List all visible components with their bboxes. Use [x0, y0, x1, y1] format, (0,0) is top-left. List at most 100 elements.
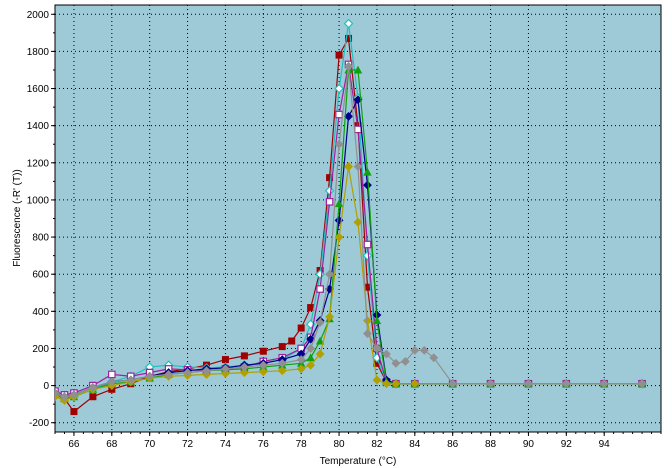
data-point [325, 312, 335, 322]
data-point [363, 240, 372, 249]
y-tick-label: 1600 [27, 84, 50, 95]
x-tick-label: 76 [258, 439, 270, 450]
data-point [316, 285, 324, 293]
x-tick-label: 86 [447, 439, 459, 450]
x-tick-label: 68 [106, 439, 118, 450]
data-point [306, 334, 316, 344]
data-point [363, 180, 372, 190]
data-point [353, 65, 363, 74]
data-point [637, 379, 647, 389]
data-point [306, 360, 316, 370]
data-point [202, 366, 211, 376]
data-point [429, 353, 439, 363]
data-point [240, 352, 248, 360]
data-point [55, 388, 60, 398]
data-point [343, 18, 354, 29]
data-point [296, 355, 306, 365]
data-point [183, 368, 192, 378]
data-point [334, 139, 344, 149]
data-point [381, 379, 391, 389]
data-point [353, 162, 363, 171]
data-point [524, 379, 533, 389]
data-point [448, 379, 458, 389]
data-point [362, 250, 373, 261]
data-point [381, 349, 391, 359]
y-tick-label: 600 [32, 270, 49, 281]
data-point [315, 318, 325, 327]
data-point [221, 364, 230, 374]
data-point [354, 125, 362, 134]
x-tick-label: 82 [371, 439, 383, 450]
y-tick-label: 1800 [27, 47, 50, 58]
y-tick-label: 1400 [27, 121, 50, 132]
data-point [258, 367, 268, 377]
x-tick-label: 88 [485, 439, 497, 450]
data-point [221, 356, 229, 364]
y-tick-label: 2000 [27, 10, 50, 21]
data-point [306, 344, 316, 353]
data-point [335, 51, 343, 59]
data-point [164, 370, 174, 379]
data-point [410, 345, 420, 355]
x-tick-label: 94 [599, 439, 611, 450]
data-point [69, 390, 79, 400]
data-point [259, 347, 267, 355]
data-point [278, 343, 286, 351]
data-point [89, 393, 97, 401]
data-point [372, 316, 382, 325]
data-point [344, 162, 353, 171]
grid-lines [55, 5, 661, 432]
data-point [363, 329, 372, 339]
data-point [258, 360, 268, 370]
data-point [315, 336, 325, 345]
data-point [108, 370, 116, 379]
y-tick-label: 800 [32, 233, 49, 244]
y-tick-label: 1200 [27, 158, 50, 169]
data-point [145, 371, 155, 381]
data-point [345, 34, 353, 42]
data-point [334, 199, 344, 208]
x-tick-label: 92 [561, 439, 573, 450]
data-point [410, 379, 420, 389]
data-point [107, 377, 117, 387]
data-point [419, 345, 429, 355]
data-point [239, 368, 249, 378]
x-tick-label: 66 [68, 439, 80, 450]
data-point [391, 379, 401, 389]
data-point [372, 344, 382, 353]
data-point [334, 83, 344, 94]
data-point [363, 167, 372, 176]
data-point [297, 324, 305, 332]
y-tick-label: 400 [32, 307, 49, 318]
y-tick-label: 0 [43, 381, 49, 392]
axes: 66 68 70 72 74 76 78 80 82 84 86 88 90 92 94 -200 0 200 40… [27, 10, 662, 450]
data-point [561, 379, 571, 389]
data-point [277, 358, 287, 368]
x-tick-label: 70 [144, 439, 156, 450]
data-point [126, 375, 136, 385]
data-point [239, 362, 249, 372]
data-point [334, 232, 344, 242]
data-point [372, 375, 382, 385]
data-point [288, 337, 296, 345]
x-axis-title: Temperature (°C) [320, 456, 397, 467]
data-point [277, 366, 287, 376]
data-point [599, 379, 609, 389]
data-point [391, 358, 401, 368]
x-tick-label: 90 [523, 439, 535, 450]
y-axis-title: Fluorescence (-R' (T)) [12, 169, 23, 266]
x-tick-label: 84 [409, 439, 421, 450]
series-group [55, 18, 647, 416]
data-point [70, 408, 78, 416]
data-point [344, 61, 353, 71]
data-point [325, 269, 335, 279]
data-point [296, 364, 306, 374]
data-point [325, 197, 334, 206]
data-point [60, 392, 69, 402]
data-point [335, 110, 343, 119]
series-7 [55, 61, 647, 402]
y-tick-label: -200 [29, 418, 49, 429]
x-tick-label: 72 [182, 439, 194, 450]
data-point [221, 369, 230, 378]
